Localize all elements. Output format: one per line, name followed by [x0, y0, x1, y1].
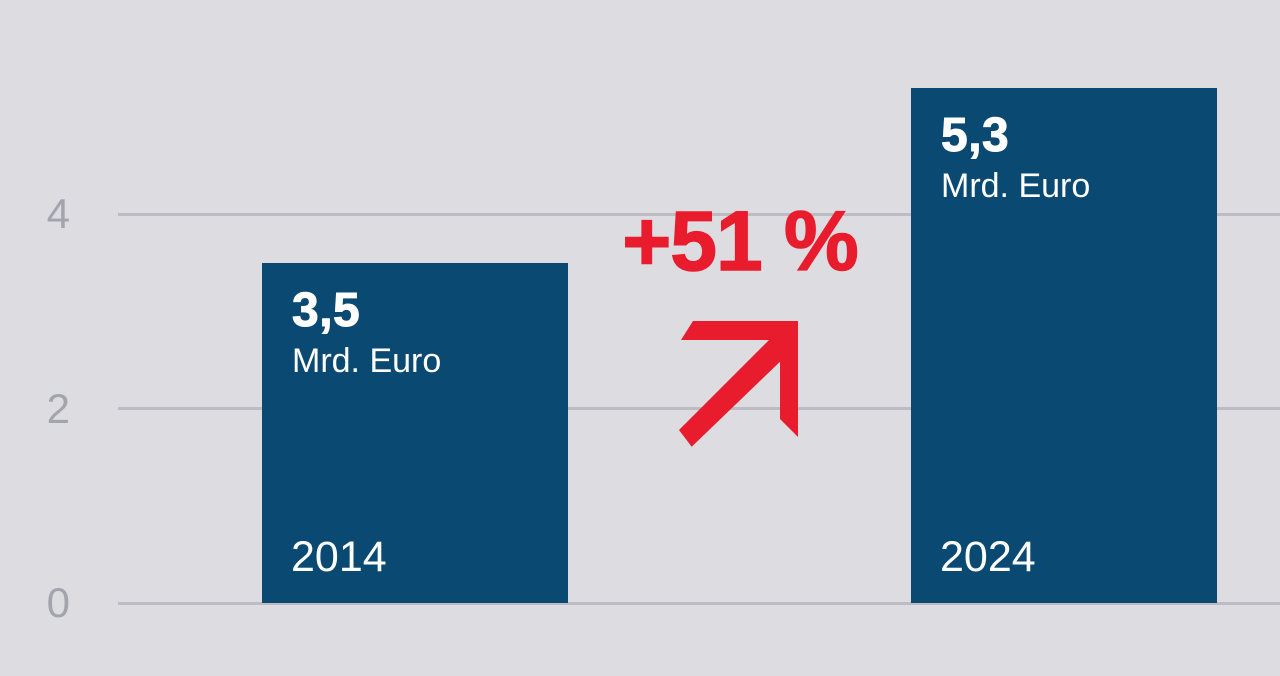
gridline	[118, 407, 1280, 410]
y-axis-tick-label: 4	[46, 190, 70, 237]
gridline-row-4: 4	[0, 184, 1280, 244]
trend-up-arrow-icon	[679, 321, 798, 447]
bar-year-label: 2014	[291, 533, 387, 581]
bar-value-label: 3,5	[292, 283, 361, 337]
gridline-row-2: 2	[0, 379, 1280, 439]
y-axis-tick-label: 2	[46, 384, 70, 432]
gridline-row-0: 0	[0, 573, 1280, 633]
bar-2024: 5,3 Mrd. Euro 2024	[911, 88, 1217, 603]
growth-percentage-label: +51 %	[621, 194, 859, 288]
bar-unit-label: Mrd. Euro	[941, 167, 1091, 206]
gridline	[118, 212, 1280, 216]
bar-value-label: 5,3	[941, 108, 1010, 162]
bar-2014: 3,5 Mrd. Euro 2014	[262, 263, 568, 603]
bar-year-label: 2024	[940, 533, 1036, 581]
growth-annotation: +51 %	[569, 194, 911, 288]
gridline	[118, 601, 1280, 605]
bar-unit-label: Mrd. Euro	[292, 342, 442, 381]
y-axis-tick-label: 0	[46, 579, 70, 626]
